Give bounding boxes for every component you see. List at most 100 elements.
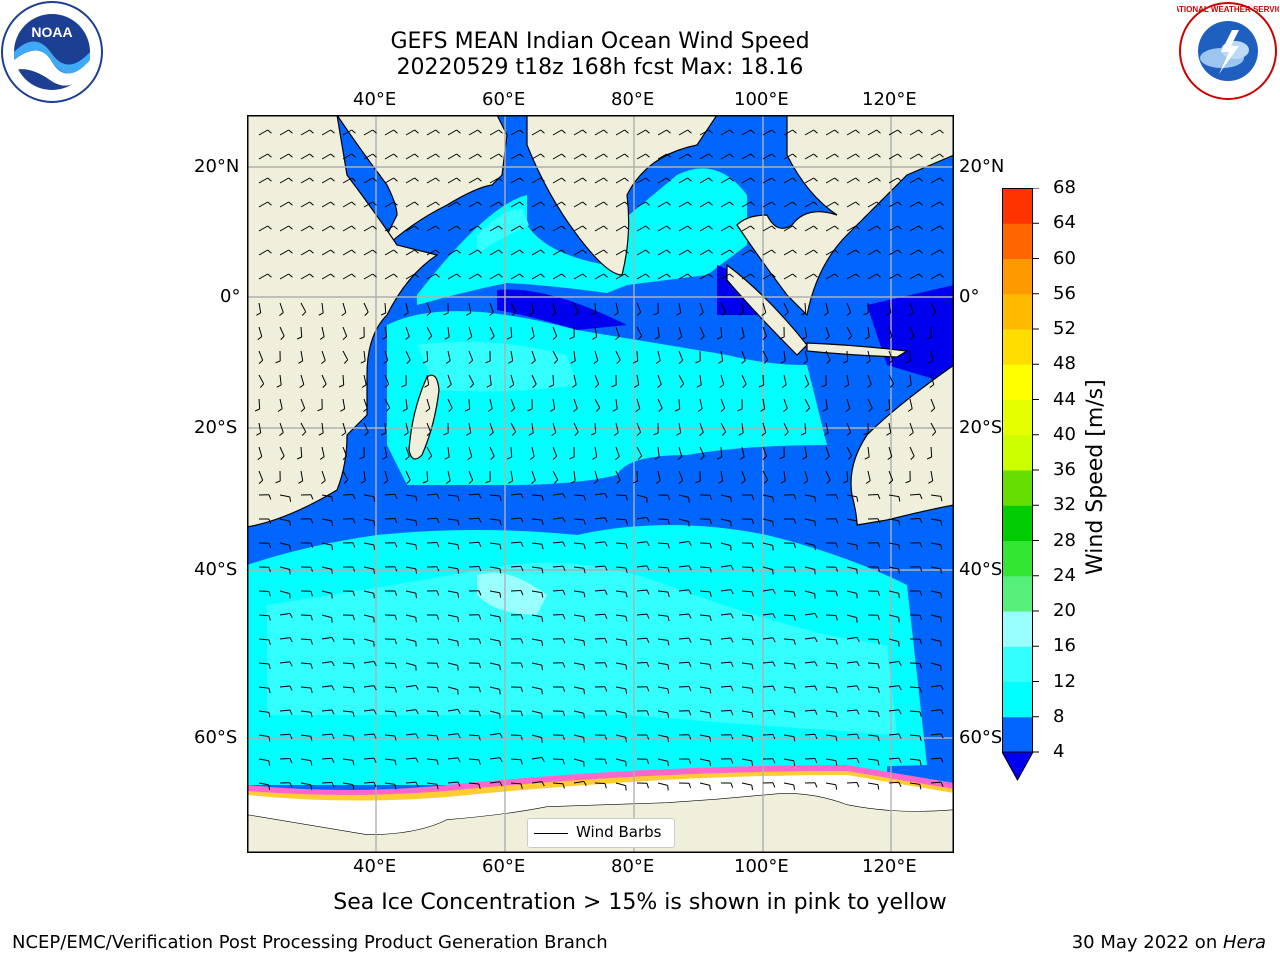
wind-barb-feather [372,177,377,182]
wind-barb [300,350,304,361]
wind-barb-feather [835,712,838,718]
wind-barb-feather [415,568,418,574]
wind-barb [720,177,730,184]
wind-barb-feather [687,129,692,134]
svg-text:NATIONAL WEATHER SERVICE: NATIONAL WEATHER SERVICE [1177,5,1279,14]
wind-barb [489,225,499,232]
wind-barb-feather [771,153,776,158]
wind-barb [867,446,870,457]
land-australia [850,363,955,526]
wind-barb [342,782,353,786]
lon-tick-top: 40°E [353,89,397,110]
wind-barb-feather [856,782,860,788]
wind-barb [258,662,269,665]
wind-barb [258,590,270,592]
wind-barb [384,493,396,496]
wind-barb [699,374,702,385]
wind-barb [258,614,270,617]
wind-barb-feather [414,225,419,230]
wind-barb [678,129,688,136]
wind-barb-feather [666,273,671,278]
wind-barb [573,249,583,256]
colorbar-tick-label: 44 [1053,388,1076,410]
wind-barb-feather [268,518,272,524]
wind-barb [321,177,331,184]
wind-barb-feather [877,615,880,621]
wind-barb [426,302,432,313]
wind-barb [489,732,500,736]
wind-barb-feather [772,661,776,667]
wind-barb-feather [457,733,461,739]
wind-barb-feather [289,521,291,527]
wind-barb-feather [625,519,628,525]
wind-barb [363,614,374,618]
wind-barb-feather [267,153,272,158]
wind-barb-feather [604,493,608,499]
wind-barb-feather [436,542,440,548]
wind-barb [825,153,835,160]
wind-barb [762,518,773,522]
wind-barb [699,662,710,665]
colorbar-segment [1002,681,1033,718]
wind-barb-feather [729,177,734,182]
wind-barb-feather [876,177,881,182]
wind-barb-feather [653,312,659,316]
wind-barb-feather [877,711,880,718]
wind-barb [279,201,289,208]
wind-barb-feather [730,613,734,619]
wind-barb [909,422,914,433]
wind-barb [426,249,436,256]
wind-barb-feather [688,541,692,547]
wind-barb [426,326,433,337]
wind-barb [447,273,457,280]
wind-barb [552,326,558,337]
wind-barb [531,422,534,433]
wind-barb [867,249,877,256]
wind-barb-legend-line [534,833,568,834]
wind-barb [657,590,668,593]
wind-barb [552,782,564,785]
wind-barb [615,398,618,409]
wind-barb [279,661,290,664]
wind-barb-feather [687,273,692,278]
wind-barb [258,177,268,184]
wind-barb-feather [624,249,629,254]
wind-barb [699,273,709,280]
wind-barb [783,273,793,280]
wind-barb-feather [919,784,922,790]
wind-barb-feather [541,713,543,719]
wind-barb-feather [645,249,650,254]
wind-barb-feather [351,225,356,230]
wind-barb-feather [275,480,281,484]
wind-barb [825,638,837,641]
wind-barb [909,326,915,337]
wind-barb-feather [309,201,314,206]
wind-barb [468,541,480,544]
wind-barb-feather [625,495,628,501]
wind-barb [825,758,836,762]
wind-barb-feather [918,249,923,254]
wind-barb-feather [624,153,629,158]
wind-barb-feather [520,687,524,693]
wind-barb [573,542,584,545]
wind-barb-feather [604,710,608,716]
wind-barb-feather [319,336,325,340]
wind-barb-feather [667,688,670,694]
wind-barb-feather [406,359,411,364]
wind-barb-feather [667,591,670,598]
wind-barb [573,153,583,160]
wind-barb-feather [508,360,513,364]
wind-barb [846,398,851,409]
wind-barb-feather [876,249,881,254]
wind-barb [384,518,396,520]
wind-barb-feather [931,311,937,316]
wind-barb [720,613,731,616]
wind-barb-feather [877,639,880,645]
wind-barb [384,470,389,481]
wind-barb-feather [318,432,324,436]
wind-barb [342,734,353,737]
wind-barb [783,686,794,689]
wind-barb [510,153,520,160]
wind-barb-feather [823,312,829,316]
wind-barb-feather [844,384,849,388]
